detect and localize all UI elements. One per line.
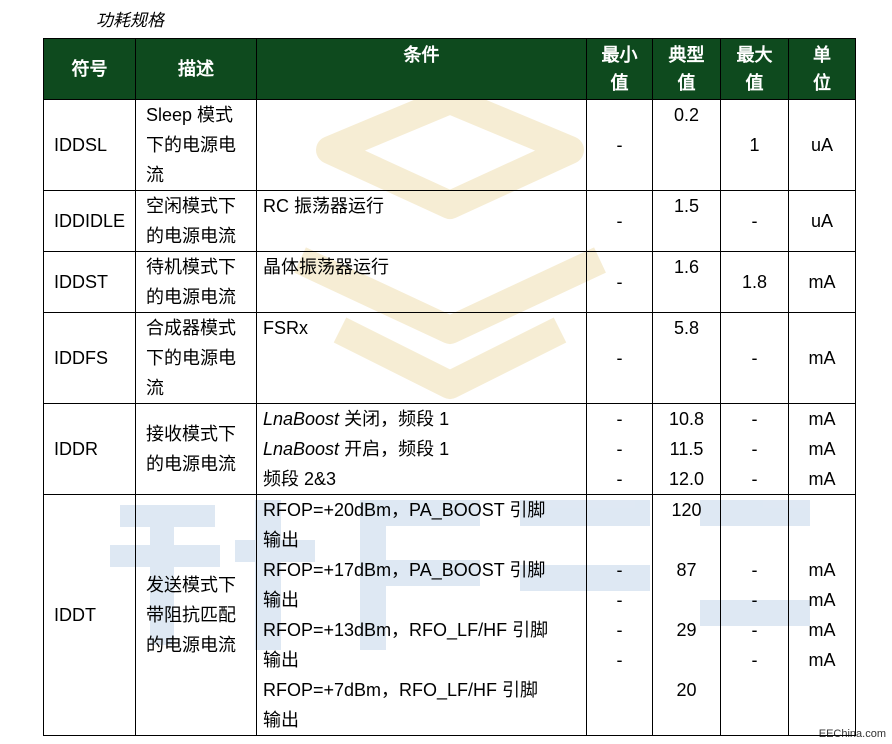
table-header-row: 符号 描述 条件 最小值 典型值 最大值 单位 — [43, 38, 856, 100]
typ-cell: 10.8 11.5 12.0 — [652, 403, 721, 495]
unit-cell: uA — [788, 99, 856, 191]
symbol-cell: IDDR — [43, 403, 136, 495]
conditions-cell: LnaBoost 关闭，频段 1 LnaBoost 开启，频段 1 频段 2&3 — [256, 403, 587, 495]
max-cell: - — [720, 190, 789, 252]
table-row: IDDST 待机模式下 的电源电流 晶体振荡器运行 - 1.6 1.8 mA — [43, 251, 856, 313]
max-cell: 1.8 — [720, 251, 789, 313]
typ-cell: 0.2 — [652, 99, 721, 191]
description-cell: 待机模式下 的电源电流 — [135, 251, 257, 313]
typ-cell: 1.5 — [652, 190, 721, 252]
description-cell: Sleep 模式 下的电源电 流 — [135, 99, 257, 191]
unit-cell: mA — [788, 251, 856, 313]
symbol-cell: IDDIDLE — [43, 190, 136, 252]
table-caption: 功耗规格 — [96, 11, 164, 30]
min-cell: - — [586, 251, 653, 313]
unit-cell: uA — [788, 190, 856, 252]
symbol-cell: IDDST — [43, 251, 136, 313]
description-cell: 发送模式下 带阻抗匹配 的电源电流 — [135, 494, 257, 736]
max-cell: --- — [720, 403, 789, 495]
typ-cell: 1.6 — [652, 251, 721, 313]
header-symbol: 符号 — [43, 38, 136, 100]
header-conditions: 条件 — [256, 38, 587, 100]
unit-cell: mA mA mA — [788, 403, 856, 495]
typ-cell: 5.8 — [652, 312, 721, 404]
table-row: IDDSL Sleep 模式 下的电源电 流 - 0.2 1 uA — [43, 99, 856, 191]
unit-cell: mA mA mA mA — [788, 494, 856, 736]
unit-cell: mA — [788, 312, 856, 404]
conditions-cell: RC 振荡器运行 — [256, 190, 587, 252]
min-cell: ---- — [586, 494, 653, 736]
min-cell: - — [586, 190, 653, 252]
symbol-cell: IDDFS — [43, 312, 136, 404]
conditions-cell — [256, 99, 587, 191]
header-min: 最小值 — [586, 38, 653, 100]
table-row: IDDR 接收模式下 的电源电流 LnaBoost 关闭，频段 1 LnaBoo… — [43, 403, 856, 495]
symbol-cell: IDDT — [43, 494, 136, 736]
conditions-cell: 晶体振荡器运行 — [256, 251, 587, 313]
header-typ: 典型值 — [652, 38, 721, 100]
max-cell: 1 — [720, 99, 789, 191]
header-unit: 单位 — [788, 38, 856, 100]
header-description: 描述 — [135, 38, 257, 100]
symbol-cell: IDDSL — [43, 99, 136, 191]
power-spec-table: 符号 描述 条件 最小值 典型值 最大值 单位 IDDSL Sleep 模式 下… — [43, 38, 856, 736]
typ-cell: 120 87 29 20 — [652, 494, 721, 736]
table-row: IDDFS 合成器模式 下的电源电 流 FSRx - 5.8 - mA — [43, 312, 856, 404]
conditions-cell: RFOP=+20dBm，PA_BOOST 引脚 输出 RFOP=+17dBm，PA… — [256, 494, 587, 736]
conditions-cell: FSRx — [256, 312, 587, 404]
description-cell: 接收模式下 的电源电流 — [135, 403, 257, 495]
min-cell: --- — [586, 403, 653, 495]
table-row: IDDT 发送模式下 带阻抗匹配 的电源电流 RFOP=+20dBm，PA_BO… — [43, 494, 856, 736]
max-cell: ---- — [720, 494, 789, 736]
description-cell: 合成器模式 下的电源电 流 — [135, 312, 257, 404]
min-cell: - — [586, 312, 653, 404]
max-cell: - — [720, 312, 789, 404]
min-cell: - — [586, 99, 653, 191]
table-row: IDDIDLE 空闲模式下 的电源电流 RC 振荡器运行 - 1.5 - uA — [43, 190, 856, 252]
description-cell: 空闲模式下 的电源电流 — [135, 190, 257, 252]
header-max: 最大值 — [720, 38, 789, 100]
